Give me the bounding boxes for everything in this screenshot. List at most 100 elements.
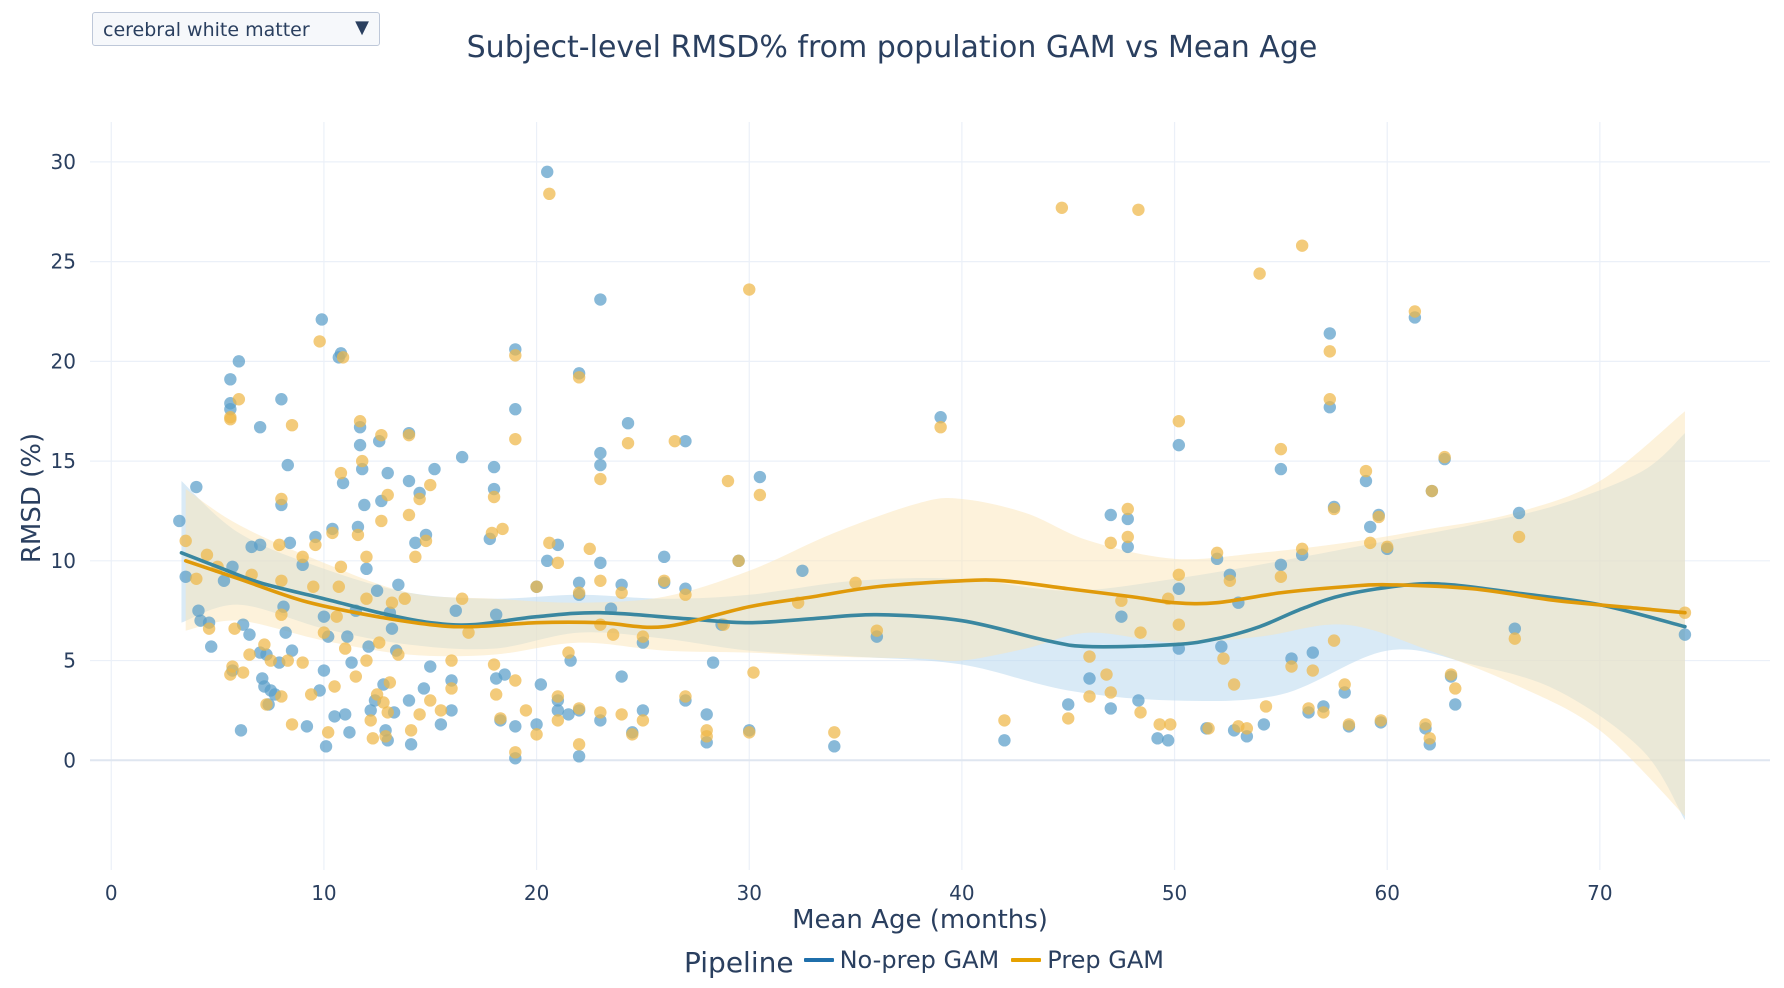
- point-prep[interactable]: [509, 674, 522, 687]
- point-prep[interactable]: [636, 630, 650, 643]
- point-prep[interactable]: [190, 572, 203, 585]
- point-prep[interactable]: [657, 574, 671, 587]
- point-noprep[interactable]: [594, 293, 607, 306]
- point-prep[interactable]: [275, 492, 288, 506]
- point-prep[interactable]: [1134, 626, 1147, 639]
- point-noprep[interactable]: [192, 604, 205, 617]
- point-prep[interactable]: [1223, 574, 1237, 587]
- point-prep[interactable]: [753, 488, 767, 502]
- point-prep[interactable]: [530, 580, 543, 593]
- point-prep[interactable]: [700, 730, 713, 743]
- point-prep[interactable]: [1438, 450, 1451, 464]
- point-prep[interactable]: [296, 656, 309, 669]
- point-noprep[interactable]: [434, 718, 448, 731]
- point-prep[interactable]: [721, 474, 735, 488]
- point-prep[interactable]: [1132, 203, 1145, 216]
- point-prep[interactable]: [551, 690, 565, 703]
- point-prep[interactable]: [1172, 568, 1186, 581]
- point-prep[interactable]: [679, 588, 692, 601]
- point-prep[interactable]: [1062, 712, 1075, 725]
- point-noprep[interactable]: [315, 313, 328, 326]
- point-noprep[interactable]: [275, 393, 288, 406]
- point-noprep[interactable]: [234, 724, 248, 737]
- point-prep[interactable]: [1210, 546, 1224, 560]
- point-prep[interactable]: [572, 371, 586, 384]
- point-prep[interactable]: [455, 592, 469, 605]
- point-noprep[interactable]: [341, 630, 354, 643]
- point-prep[interactable]: [375, 428, 388, 442]
- point-prep[interactable]: [409, 550, 422, 564]
- point-noprep[interactable]: [370, 584, 384, 597]
- point-noprep[interactable]: [428, 462, 441, 476]
- point-noprep[interactable]: [392, 578, 405, 591]
- point-prep[interactable]: [264, 654, 277, 667]
- point-noprep[interactable]: [381, 466, 394, 480]
- point-prep[interactable]: [668, 434, 682, 448]
- point-prep[interactable]: [489, 688, 503, 701]
- point-prep[interactable]: [562, 646, 575, 659]
- point-prep[interactable]: [366, 732, 380, 745]
- point-prep[interactable]: [413, 492, 426, 506]
- point-noprep[interactable]: [285, 644, 299, 657]
- point-noprep[interactable]: [409, 536, 422, 550]
- point-noprep[interactable]: [1161, 734, 1175, 747]
- point-noprep[interactable]: [1306, 646, 1319, 659]
- point-prep[interactable]: [353, 415, 367, 428]
- point-prep[interactable]: [1327, 634, 1341, 647]
- point-noprep[interactable]: [353, 438, 367, 452]
- point-prep[interactable]: [424, 478, 437, 492]
- point-prep[interactable]: [543, 536, 556, 550]
- point-noprep[interactable]: [281, 458, 294, 472]
- point-noprep[interactable]: [541, 554, 554, 568]
- point-prep[interactable]: [313, 335, 326, 348]
- point-noprep[interactable]: [509, 403, 522, 416]
- point-prep[interactable]: [1372, 510, 1385, 524]
- point-prep[interactable]: [383, 676, 397, 689]
- point-noprep[interactable]: [615, 670, 628, 683]
- point-prep[interactable]: [1295, 239, 1309, 252]
- point-prep[interactable]: [1202, 722, 1215, 735]
- point-noprep[interactable]: [253, 538, 267, 552]
- point-noprep[interactable]: [317, 610, 331, 623]
- point-noprep[interactable]: [205, 640, 218, 653]
- point-noprep[interactable]: [636, 704, 650, 717]
- point-prep[interactable]: [1104, 686, 1117, 699]
- point-noprep[interactable]: [1364, 520, 1377, 534]
- point-prep[interactable]: [336, 351, 350, 364]
- point-noprep[interactable]: [338, 708, 352, 721]
- point-prep[interactable]: [398, 592, 411, 605]
- point-noprep[interactable]: [1172, 582, 1186, 595]
- point-prep[interactable]: [1317, 706, 1330, 719]
- point-prep[interactable]: [1055, 201, 1069, 214]
- point-prep[interactable]: [1083, 650, 1096, 663]
- point-prep[interactable]: [1512, 530, 1526, 544]
- point-prep[interactable]: [275, 574, 288, 587]
- point-noprep[interactable]: [1359, 474, 1373, 488]
- point-noprep[interactable]: [217, 574, 231, 587]
- point-prep[interactable]: [326, 526, 339, 540]
- point-prep[interactable]: [594, 706, 607, 719]
- point-prep[interactable]: [1327, 502, 1341, 516]
- point-noprep[interactable]: [232, 355, 246, 368]
- point-prep[interactable]: [332, 580, 346, 593]
- point-prep[interactable]: [1295, 542, 1309, 556]
- point-prep[interactable]: [732, 554, 745, 568]
- point-prep[interactable]: [572, 586, 586, 599]
- point-noprep[interactable]: [385, 622, 399, 635]
- point-prep[interactable]: [1338, 678, 1351, 691]
- point-prep[interactable]: [334, 560, 348, 574]
- point-prep[interactable]: [202, 622, 216, 635]
- point-noprep[interactable]: [360, 562, 373, 576]
- point-prep[interactable]: [1115, 594, 1128, 607]
- point-noprep[interactable]: [1083, 672, 1096, 685]
- point-noprep[interactable]: [243, 628, 256, 641]
- point-prep[interactable]: [636, 714, 650, 727]
- point-prep[interactable]: [330, 610, 343, 623]
- legend-item-noprep[interactable]: No-prep GAM: [803, 946, 999, 974]
- point-noprep[interactable]: [934, 411, 947, 424]
- point-prep[interactable]: [1172, 618, 1186, 631]
- point-prep[interactable]: [1306, 664, 1319, 677]
- point-prep[interactable]: [179, 534, 192, 548]
- point-prep[interactable]: [434, 704, 448, 717]
- point-noprep[interactable]: [1274, 558, 1288, 572]
